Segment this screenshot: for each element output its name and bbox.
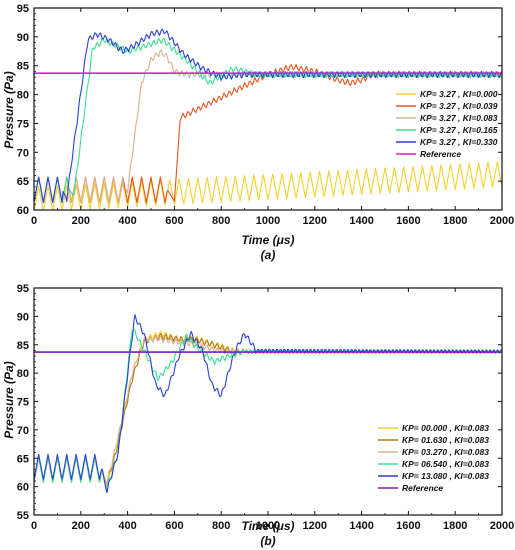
x-tick-label-b-9: 1800	[443, 520, 467, 532]
legend-a: KP= 3.27 , KI=0.000 KP= 3.27 , KI=0.039 …	[396, 89, 498, 159]
x-tick-label-a-10: 2000	[490, 215, 514, 227]
y-tick-label-a-3: 75	[17, 118, 29, 130]
legend-b: KP= 00.000 , KI=0.083 KP= 01.630 , KI=0.…	[378, 423, 489, 493]
x-tick-label-b-6: 1200	[303, 520, 327, 532]
y-tick-label-b-1: 60	[17, 482, 29, 494]
x-tick-label-a-7: 1400	[349, 215, 373, 227]
x-tick-label-b-0: 0	[31, 520, 37, 532]
x-tick-label-b-7: 1400	[349, 520, 373, 532]
panel-caption-a: (a)	[261, 248, 276, 262]
y-tick-label-b-2: 65	[17, 453, 29, 465]
y-tick-label-a-2: 70	[17, 147, 29, 159]
y-tick-label-b-6: 85	[17, 340, 29, 352]
y-tick-label-a-4: 80	[17, 90, 29, 102]
y-axis-title-a: Pressure (Pa)	[2, 71, 16, 148]
legend-label-b-3: KP= 06.540 , KI=0.083	[402, 459, 489, 469]
y-tick-label-b-0: 55	[17, 510, 29, 522]
x-tick-label-b-1: 200	[72, 520, 90, 532]
x-axis-title-a: Time (μs)	[241, 233, 294, 247]
axis-ticks-a: 0 200 400 600 800 1000 1200 1400 1600 1800 2000 60 6…	[17, 3, 514, 227]
legend-label-a-0: KP= 3.27 , KI=0.000	[420, 89, 498, 99]
legend-label-b-1: KP= 01.630 , KI=0.083	[402, 435, 489, 445]
legend-label-a-4: KP= 3.27 , KI=0.330	[420, 137, 498, 147]
x-tick-label-a-4: 800	[212, 215, 230, 227]
chart-panel-b: 0 200 400 600 800 1000 1200 1400 1600 1800 2000 55 6…	[2, 283, 514, 548]
x-tick-label-b-3: 600	[165, 520, 183, 532]
x-tick-label-a-0: 0	[31, 215, 37, 227]
x-tick-label-b-5: 1000	[256, 520, 280, 532]
series-layer-a	[33, 28, 503, 211]
legend-label-b-4: KP= 13.080 , KI=0.083	[402, 471, 489, 481]
legend-label-a-1: KP= 3.27 , KI=0.039	[420, 101, 498, 111]
y-tick-label-a-1: 65	[17, 176, 29, 188]
x-tick-label-a-9: 1800	[443, 215, 467, 227]
y-tick-label-b-7: 90	[17, 311, 29, 323]
legend-label-a-3: KP= 3.27 , KI=0.165	[420, 125, 498, 135]
series-line-a-0	[33, 161, 503, 211]
x-axis-title-b: Time (μs)	[241, 519, 294, 533]
x-tick-label-a-5: 1000	[256, 215, 280, 227]
chart-panel-a: 0 200 400 600 800 1000 1200 1400 1600 1800 2000 60 6…	[2, 3, 514, 262]
y-tick-label-a-7: 95	[17, 3, 29, 15]
y-axis-title-b: Pressure (Pa)	[2, 361, 16, 438]
legend-label-a-5: Reference	[420, 149, 461, 159]
series-layer-b	[33, 314, 503, 494]
x-tick-label-a-1: 200	[72, 215, 90, 227]
legend-label-b-2: KP= 03.270 , KI=0.083	[402, 447, 489, 457]
x-tick-label-b-4: 800	[212, 520, 230, 532]
y-tick-label-b-8: 95	[17, 283, 29, 295]
panel-caption-b: (b)	[260, 534, 275, 548]
x-tick-label-a-2: 400	[118, 215, 136, 227]
x-tick-label-a-8: 1600	[396, 215, 420, 227]
y-tick-label-a-0: 60	[17, 205, 29, 217]
y-tick-label-a-6: 90	[17, 32, 29, 44]
legend-label-b-0: KP= 00.000 , KI=0.083	[402, 423, 489, 433]
x-tick-label-a-6: 1200	[303, 215, 327, 227]
legend-label-a-2: KP= 3.27 , KI=0.083	[420, 113, 498, 123]
x-tick-label-b-8: 1600	[396, 520, 420, 532]
x-tick-label-b-2: 400	[118, 520, 136, 532]
axis-ticks-b: 0 200 400 600 800 1000 1200 1400 1600 1800 2000 55 6…	[17, 283, 514, 532]
y-tick-label-b-3: 70	[17, 425, 29, 437]
x-tick-label-b-10: 2000	[490, 520, 514, 532]
y-tick-label-a-5: 85	[17, 61, 29, 73]
y-tick-label-b-4: 75	[17, 397, 29, 409]
y-tick-label-b-5: 80	[17, 368, 29, 380]
x-tick-label-a-3: 600	[165, 215, 183, 227]
legend-label-b-5: Reference	[402, 483, 443, 493]
